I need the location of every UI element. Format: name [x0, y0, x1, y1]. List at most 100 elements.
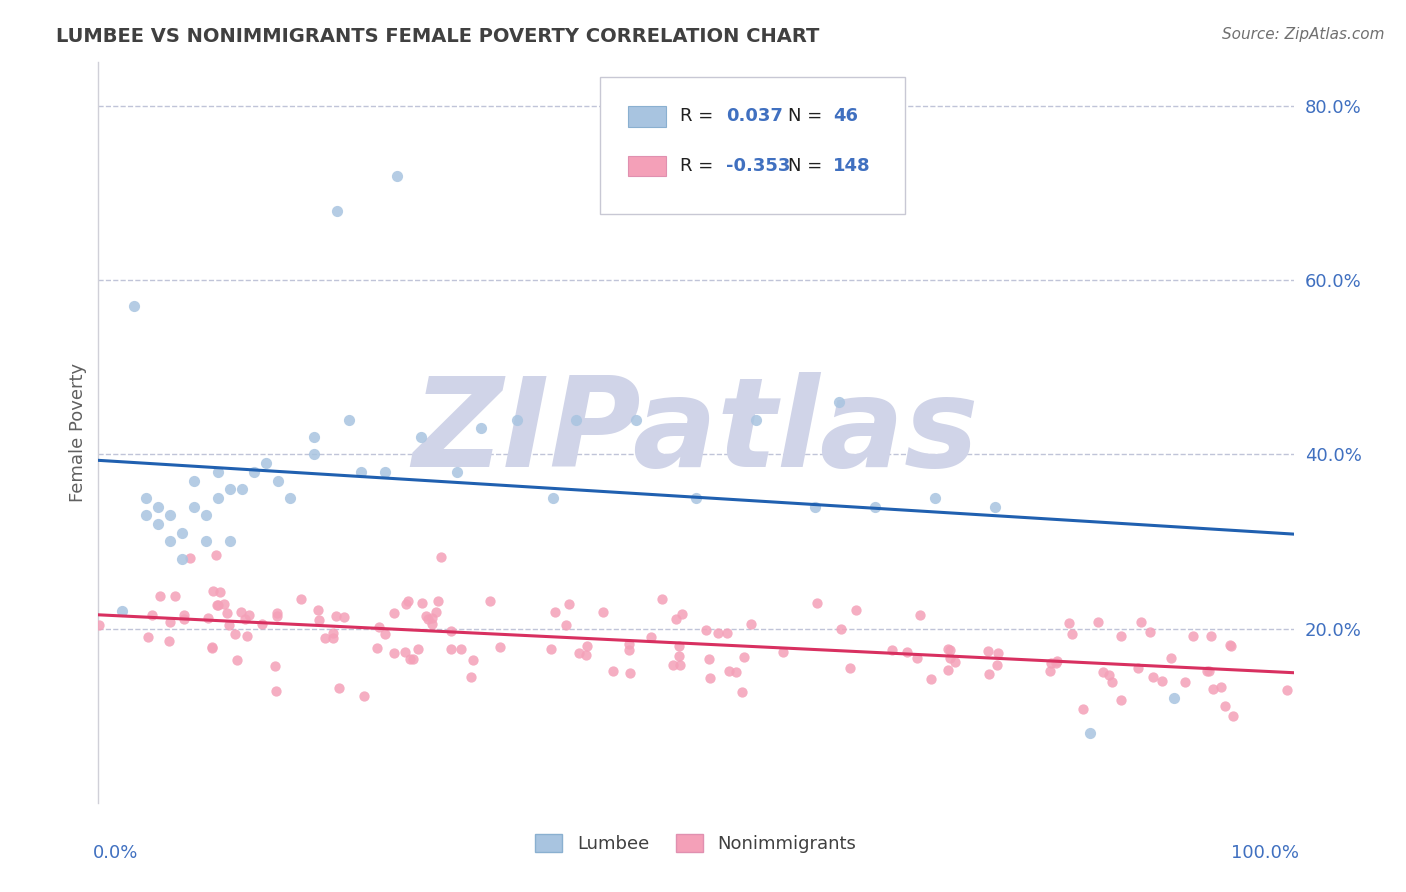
Point [238, 607, 260, 622]
Point [148, 517, 170, 532]
Point [668, 658, 690, 673]
Point [1062, 627, 1084, 641]
Point [402, 652, 425, 666]
Point [201, 640, 224, 655]
Point [1198, 664, 1220, 678]
Point [460, 670, 482, 684]
Point [183, 474, 205, 488]
Point [1219, 639, 1241, 653]
Point [278, 491, 301, 505]
Text: 46: 46 [834, 108, 859, 126]
Point [396, 594, 419, 608]
Point [207, 598, 229, 612]
Point [368, 619, 391, 633]
Point [489, 640, 512, 655]
Point [731, 685, 754, 699]
Point [411, 430, 433, 444]
Point [149, 590, 172, 604]
Point [1202, 682, 1225, 697]
Point [544, 605, 567, 619]
Point [724, 665, 747, 679]
Point [264, 683, 287, 698]
Point [1142, 669, 1164, 683]
Point [226, 653, 249, 667]
Point [558, 597, 581, 611]
Point [231, 605, 253, 619]
Point [250, 617, 273, 632]
Point [136, 630, 159, 644]
Point [429, 550, 451, 565]
Point [839, 661, 862, 675]
Point [1277, 682, 1299, 697]
Point [924, 491, 946, 505]
Point [602, 665, 624, 679]
Point [668, 648, 690, 663]
Point [148, 500, 170, 514]
Point [165, 589, 187, 603]
Point [135, 508, 157, 523]
Text: -0.353: -0.353 [725, 157, 790, 175]
Point [619, 666, 641, 681]
Point [697, 652, 720, 666]
Point [243, 465, 266, 479]
Point [374, 465, 396, 479]
Point [235, 612, 257, 626]
Point [440, 624, 463, 638]
Point [264, 659, 287, 673]
Point [415, 609, 437, 624]
Point [425, 605, 447, 619]
Point [1059, 616, 1081, 631]
FancyBboxPatch shape [628, 106, 666, 127]
Point [219, 482, 242, 496]
Point [159, 615, 181, 629]
Point [422, 611, 444, 625]
Point [830, 622, 852, 636]
Point [209, 585, 232, 599]
Point [619, 637, 641, 651]
FancyBboxPatch shape [600, 78, 905, 214]
Point [1181, 629, 1204, 643]
Point [461, 653, 484, 667]
Point [984, 500, 1007, 514]
Point [218, 618, 240, 632]
Point [1211, 680, 1233, 694]
Point [382, 606, 405, 620]
Point [179, 550, 201, 565]
Point [695, 623, 717, 637]
Text: N =: N = [787, 108, 828, 126]
Point [366, 640, 388, 655]
Point [157, 634, 180, 648]
Point [977, 644, 1000, 658]
Point [446, 465, 468, 479]
Point [302, 430, 325, 444]
Point [111, 604, 134, 618]
Point [986, 658, 1008, 673]
Point [89, 618, 111, 632]
Text: R =: R = [681, 108, 720, 126]
Point [828, 395, 851, 409]
Point [1213, 698, 1236, 713]
Point [651, 592, 673, 607]
Point [1092, 665, 1115, 679]
Point [717, 664, 740, 678]
Point [541, 491, 564, 505]
Point [326, 203, 349, 218]
Point [945, 655, 967, 669]
Point [399, 652, 422, 666]
Point [205, 548, 228, 562]
Point [896, 645, 918, 659]
Point [173, 607, 195, 622]
Point [1045, 656, 1067, 670]
Point [219, 534, 242, 549]
Point [302, 447, 325, 461]
Point [307, 603, 329, 617]
Point [575, 648, 598, 662]
Text: ZIPatlas: ZIPatlas [413, 372, 979, 493]
Point [554, 617, 576, 632]
Point [290, 591, 312, 606]
Point [135, 491, 157, 505]
Point [207, 491, 229, 505]
Point [202, 584, 225, 599]
Point [740, 617, 762, 632]
Point [668, 639, 690, 653]
